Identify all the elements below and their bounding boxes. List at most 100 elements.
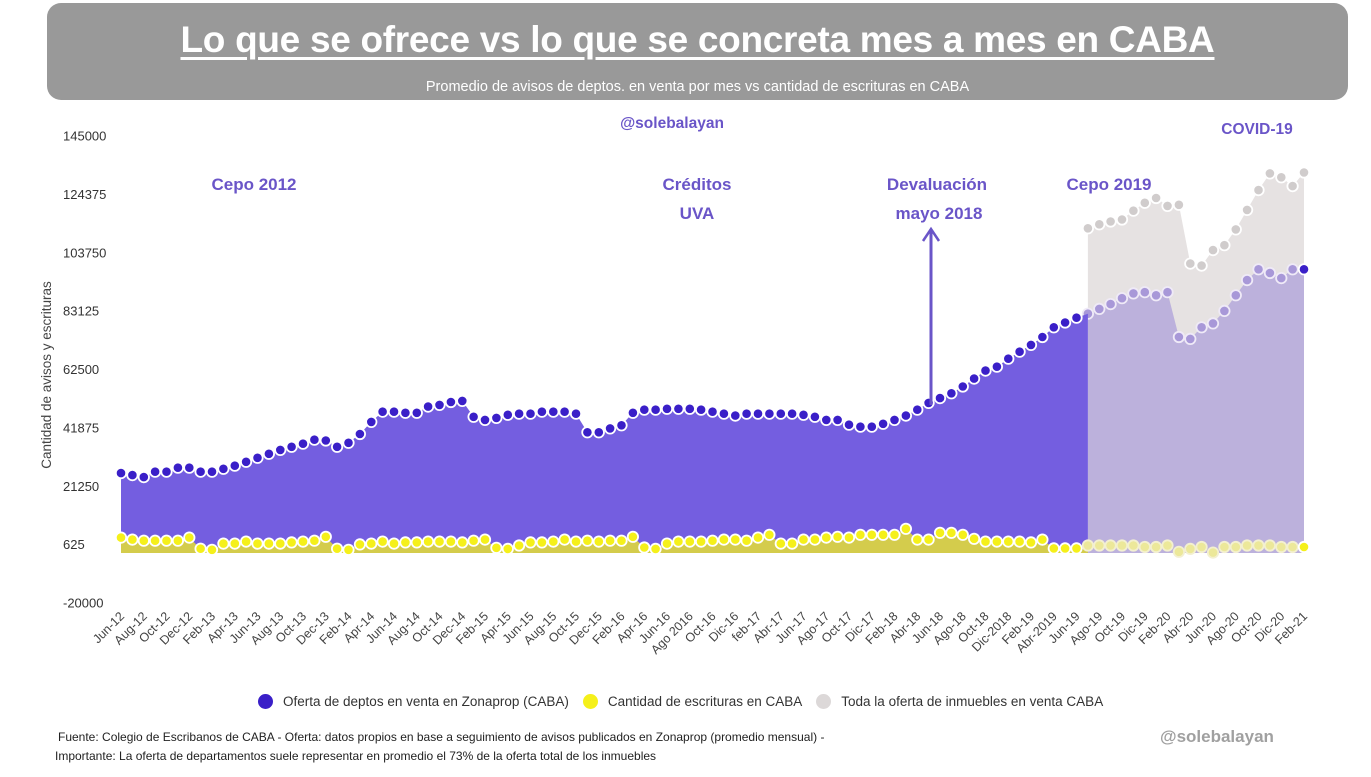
escrituras-point (672, 535, 685, 548)
dept-offer-point (478, 413, 492, 426)
y-axis-label: Cantidad de avisos y escrituras (39, 281, 54, 469)
dept-offer-point (1115, 292, 1129, 305)
total-offer-point (1206, 244, 1220, 257)
escrituras-point (660, 537, 674, 550)
dept-offer-point (967, 372, 981, 385)
escrituras-point (649, 542, 662, 556)
series-escrituras (114, 522, 1311, 559)
escrituras-point (285, 536, 298, 549)
escrituras-point (467, 534, 480, 547)
total-offer-point (1138, 196, 1151, 209)
dept-offer-point (1013, 345, 1026, 358)
y-tick-label: -20000 (63, 596, 103, 611)
dept-offer-area-overlay (1087, 269, 1304, 553)
dept-offer-point (1184, 332, 1197, 345)
series-total-offer (1081, 166, 1311, 553)
escrituras-point (535, 536, 549, 549)
escrituras-point (569, 535, 583, 548)
chart-title: Lo que se ofrece vs lo que se concreta m… (180, 19, 1215, 60)
escrituras-point (421, 535, 435, 548)
escrituras-point (751, 531, 765, 544)
dept-offer-point (456, 394, 469, 407)
escrituras-point (785, 537, 799, 550)
dept-offer-point (558, 405, 571, 418)
dept-offer-point (217, 462, 230, 475)
dept-offer-point (194, 465, 207, 478)
dept-offer-point (785, 407, 799, 420)
total-offer-point (1241, 203, 1254, 216)
dept-offer-point (979, 364, 992, 377)
escrituras-point (694, 535, 708, 548)
escrituras-point (1184, 542, 1197, 556)
escrituras-point (763, 528, 776, 541)
y-tick-label: 145000 (63, 129, 106, 144)
dept-offer-point (149, 465, 162, 478)
total-offer-point (1229, 223, 1242, 236)
escrituras-point (831, 530, 844, 543)
dept-offer-point (512, 407, 526, 420)
escrituras-point (979, 535, 992, 548)
escrituras-point (228, 537, 241, 550)
escrituras-point (729, 533, 742, 546)
dept-offer-point (1195, 321, 1208, 334)
escrituras-point (1059, 542, 1072, 555)
escrituras-point (967, 532, 981, 545)
dept-offer-point (353, 427, 366, 441)
dept-offer-point (160, 465, 173, 478)
dept-offer-point (694, 403, 708, 416)
dept-offer-point (387, 405, 401, 418)
dept-offer-point (1275, 271, 1288, 285)
total-offer-point (1218, 239, 1231, 252)
escrituras-point (501, 542, 514, 556)
escrituras-point (387, 537, 401, 550)
total-offer-point (1275, 171, 1288, 184)
escrituras-point (126, 533, 139, 546)
escrituras-point (808, 533, 822, 546)
escrituras-point (899, 522, 913, 535)
signature: @solebalayan (1160, 727, 1274, 746)
escrituras-point (990, 535, 1004, 548)
dept-offer-point (683, 402, 696, 415)
dept-offer-point (296, 437, 310, 450)
dept-offer-point (729, 409, 742, 422)
legend-item-escrituras: Cantidad de escrituras en CABA (582, 694, 802, 709)
dept-offer-point (649, 403, 662, 416)
escrituras-point (410, 536, 423, 549)
dept-offer-point (854, 420, 867, 433)
escrituras-point (444, 535, 457, 548)
escrituras-point (1104, 539, 1117, 552)
footer-source: Fuente: Colegio de Escribanos de CABA - … (58, 730, 825, 744)
dept-offer-point (1286, 263, 1299, 276)
escrituras-point (512, 539, 526, 552)
escrituras-point (1127, 539, 1140, 552)
y-tick-label: 124375 (63, 187, 106, 202)
escrituras-point (1081, 539, 1095, 552)
annotation-cepo-2019: Cepo 2019 (1066, 175, 1151, 194)
dept-offer-point (342, 436, 355, 449)
y-tick-label: 21250 (63, 479, 99, 494)
dept-offer-point (660, 402, 674, 415)
dept-offer-point (1024, 338, 1038, 351)
escrituras-point (1070, 542, 1083, 555)
escrituras-point (547, 535, 560, 548)
dept-offer-point (262, 447, 275, 460)
escrituras-point (205, 543, 219, 556)
escrituras-point (592, 535, 605, 548)
dept-offer-point (1036, 330, 1049, 344)
escrituras-point (160, 534, 173, 547)
dept-offer-point (285, 440, 298, 453)
dept-offer-point (876, 417, 890, 430)
dept-offer-point (990, 360, 1004, 373)
dept-offer-point (444, 395, 457, 409)
escrituras-point (1093, 539, 1106, 552)
y-axis: 145000 124375 103750 83125 62500 41875 21250 62… (63, 129, 106, 611)
annotation-cepo-2012: Cepo 2012 (211, 175, 296, 194)
y-tick-label: 83125 (63, 304, 99, 319)
escrituras-point (433, 535, 446, 548)
escrituras-point (114, 531, 128, 544)
legend-swatch-dept (258, 694, 273, 709)
dept-offer-point (581, 426, 594, 439)
footer-note: Importante: La oferta de departamentos s… (55, 749, 657, 763)
escrituras-point (1263, 539, 1277, 552)
dept-offer-point (1127, 287, 1140, 300)
